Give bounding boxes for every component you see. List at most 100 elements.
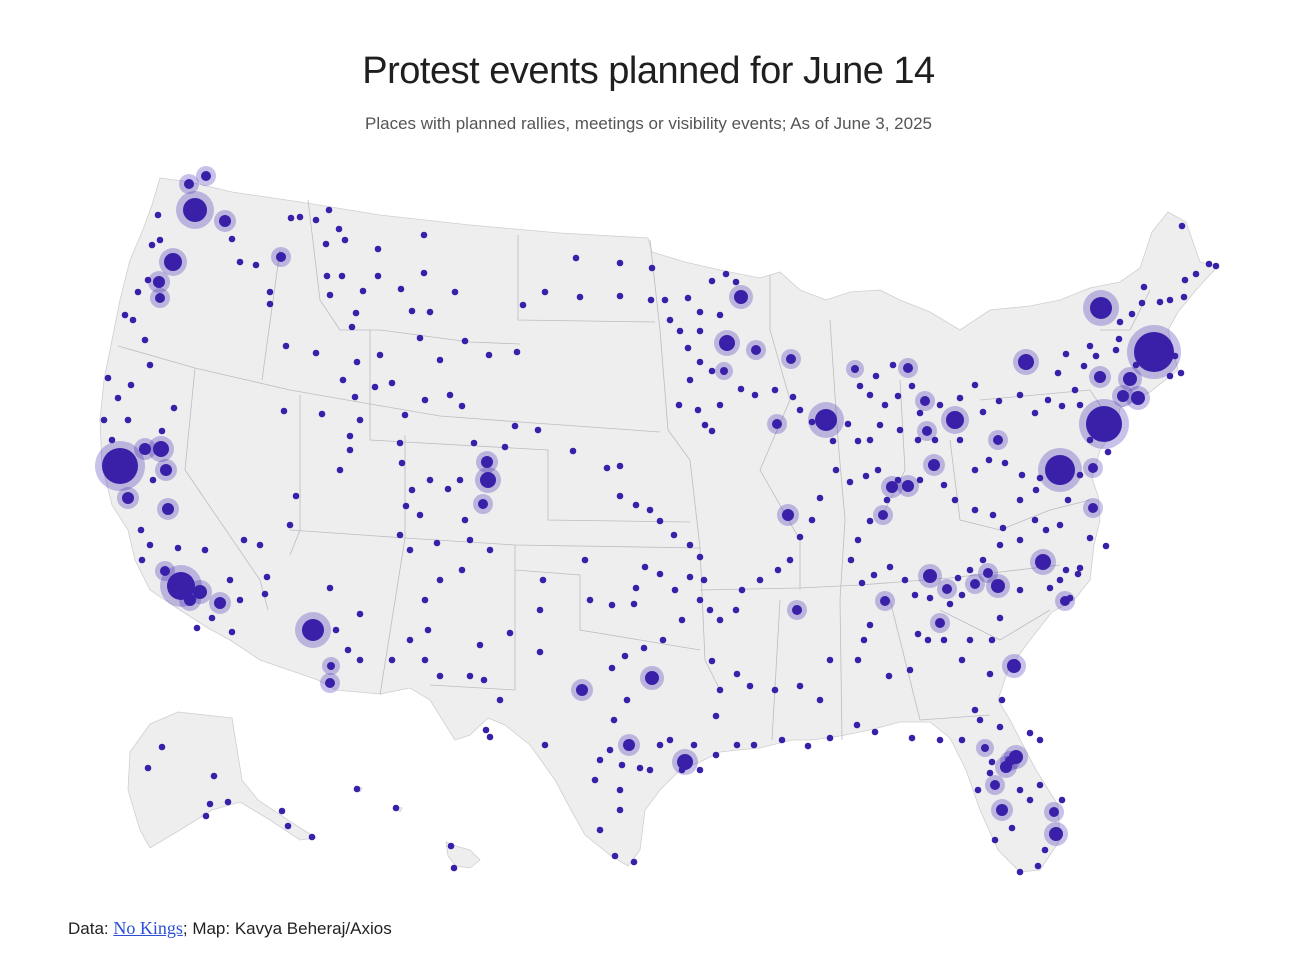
event-dot bbox=[971, 381, 979, 389]
event-dot bbox=[149, 476, 157, 484]
event-dot bbox=[336, 466, 344, 474]
event-dot bbox=[332, 626, 340, 634]
event-dot bbox=[158, 743, 166, 751]
event-dot bbox=[266, 288, 274, 296]
event-dot bbox=[353, 358, 361, 366]
event-dot bbox=[1071, 386, 1079, 394]
event-dot bbox=[174, 544, 182, 552]
event-dot bbox=[596, 756, 604, 764]
event-dot bbox=[408, 486, 416, 494]
city-event-marker bbox=[719, 335, 735, 351]
event-dot bbox=[416, 334, 424, 342]
city-event-marker bbox=[102, 448, 138, 484]
event-dot bbox=[862, 472, 870, 480]
event-dot bbox=[974, 786, 982, 794]
contiguous-us-landmass bbox=[99, 177, 1219, 873]
city-event-marker bbox=[1005, 756, 1015, 766]
event-dot bbox=[1086, 534, 1094, 542]
event-dot bbox=[148, 241, 156, 249]
event-dot bbox=[1181, 276, 1189, 284]
event-dot bbox=[958, 591, 966, 599]
event-dot bbox=[282, 342, 290, 350]
event-dot bbox=[1054, 369, 1062, 377]
event-dot bbox=[883, 496, 891, 504]
event-dot bbox=[896, 426, 904, 434]
event-dot bbox=[170, 404, 178, 412]
event-dot bbox=[916, 476, 924, 484]
city-event-marker bbox=[219, 215, 231, 227]
city-event-marker bbox=[183, 198, 207, 222]
city-event-marker bbox=[1094, 371, 1106, 383]
event-dot bbox=[353, 785, 361, 793]
city-event-marker bbox=[993, 435, 1003, 445]
city-event-marker bbox=[184, 179, 194, 189]
event-dot bbox=[610, 716, 618, 724]
event-dot bbox=[1116, 318, 1124, 326]
event-dot bbox=[708, 657, 716, 665]
event-dot bbox=[808, 418, 816, 426]
event-dot bbox=[826, 656, 834, 664]
event-dot bbox=[114, 394, 122, 402]
event-dot bbox=[482, 726, 490, 734]
event-dot bbox=[486, 546, 494, 554]
event-dot bbox=[991, 836, 999, 844]
city-event-marker bbox=[942, 584, 952, 594]
event-dot bbox=[1115, 335, 1123, 343]
event-dot bbox=[608, 601, 616, 609]
event-dot bbox=[158, 427, 166, 435]
event-dot bbox=[374, 272, 382, 280]
event-dot bbox=[1076, 471, 1084, 479]
event-dot bbox=[486, 733, 494, 741]
city-event-marker bbox=[164, 253, 182, 271]
city-event-marker bbox=[886, 481, 898, 493]
city-event-marker bbox=[991, 579, 1005, 593]
event-dot bbox=[338, 272, 346, 280]
event-dot bbox=[451, 288, 459, 296]
event-dot bbox=[121, 311, 129, 319]
event-dot bbox=[1016, 536, 1024, 544]
event-dot bbox=[138, 556, 146, 564]
event-dot bbox=[646, 766, 654, 774]
event-dot bbox=[966, 636, 974, 644]
event-dot bbox=[1046, 584, 1054, 592]
event-dot bbox=[636, 764, 644, 772]
event-dot bbox=[1016, 586, 1024, 594]
event-dot bbox=[501, 443, 509, 451]
event-dot bbox=[694, 406, 702, 414]
event-dot bbox=[931, 436, 939, 444]
event-dot bbox=[816, 696, 824, 704]
event-dot bbox=[675, 401, 683, 409]
event-dot bbox=[686, 376, 694, 384]
city-event-marker bbox=[167, 572, 195, 600]
event-dot bbox=[804, 742, 812, 750]
event-dot bbox=[640, 644, 648, 652]
event-dot bbox=[684, 294, 692, 302]
event-dot bbox=[1044, 396, 1052, 404]
city-event-marker bbox=[302, 619, 324, 641]
event-dot bbox=[1156, 298, 1164, 306]
city-event-marker bbox=[996, 804, 1008, 816]
city-event-marker bbox=[153, 441, 169, 457]
city-event-marker bbox=[786, 354, 796, 364]
city-event-marker bbox=[160, 464, 172, 476]
event-dot bbox=[284, 822, 292, 830]
event-dot bbox=[632, 501, 640, 509]
event-dot bbox=[519, 301, 527, 309]
event-dot bbox=[146, 541, 154, 549]
event-dot bbox=[392, 804, 400, 812]
city-event-marker bbox=[1088, 503, 1098, 513]
event-dot bbox=[456, 476, 464, 484]
event-dot bbox=[908, 734, 916, 742]
event-dot bbox=[287, 214, 295, 222]
event-dot bbox=[458, 566, 466, 574]
event-dot bbox=[750, 741, 758, 749]
no-kings-link[interactable]: No Kings bbox=[113, 918, 183, 938]
event-dot bbox=[870, 571, 878, 579]
city-event-marker bbox=[990, 780, 1000, 790]
event-dot bbox=[616, 492, 624, 500]
event-dot bbox=[388, 379, 396, 387]
event-dot bbox=[846, 478, 854, 486]
event-dot bbox=[1177, 369, 1185, 377]
event-dot bbox=[789, 393, 797, 401]
event-dot bbox=[958, 736, 966, 744]
